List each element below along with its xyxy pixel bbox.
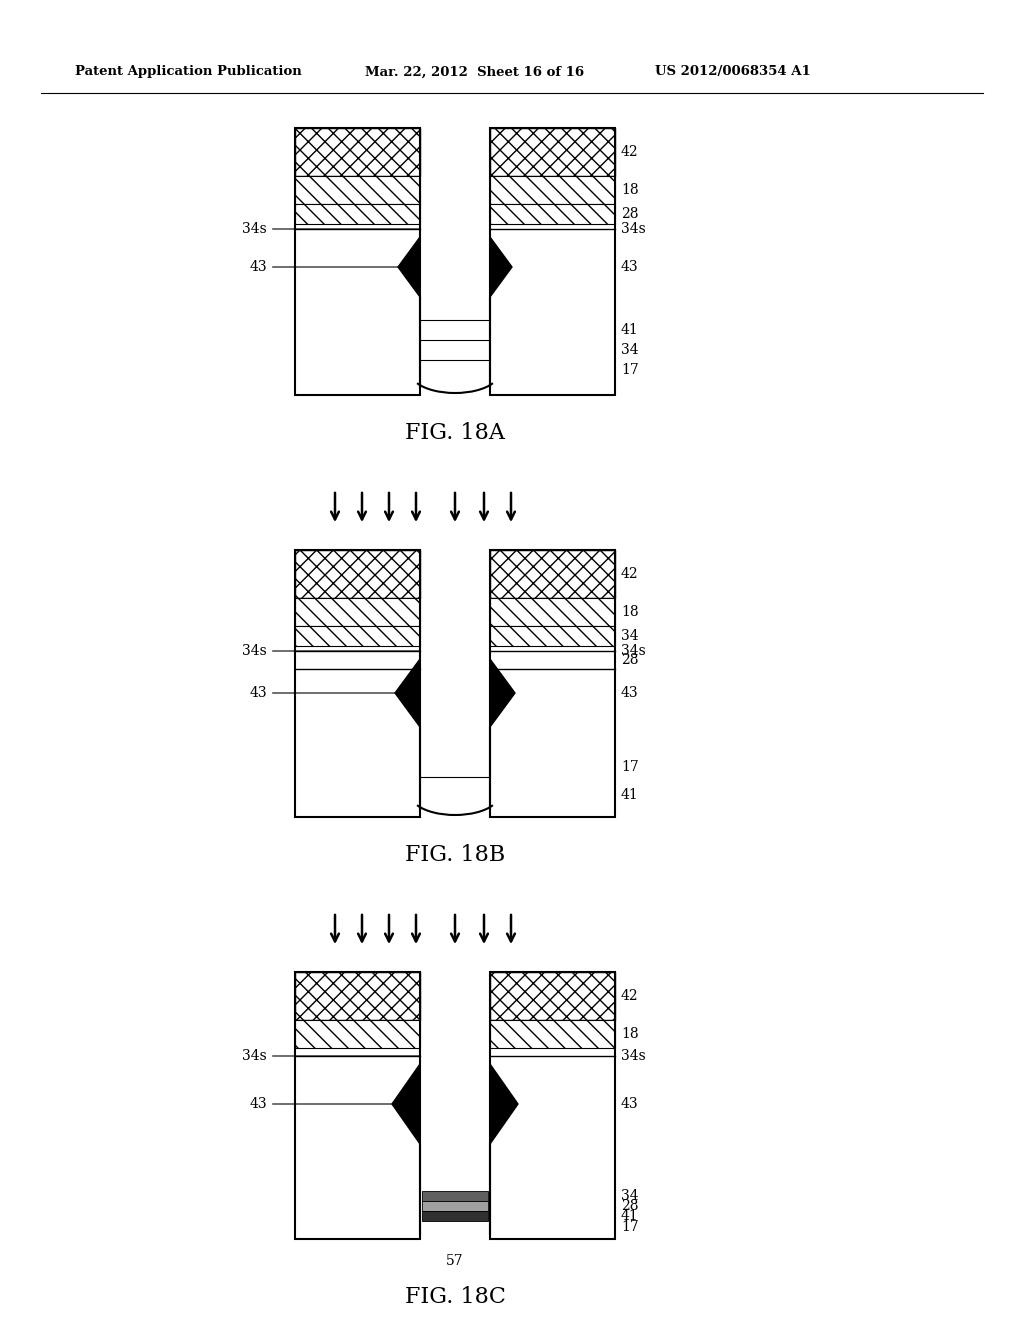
Text: Patent Application Publication: Patent Application Publication bbox=[75, 66, 302, 78]
Text: 17: 17 bbox=[621, 363, 639, 378]
Polygon shape bbox=[395, 659, 420, 727]
Bar bbox=[490, 972, 615, 1239]
Bar bbox=[295, 550, 420, 817]
Text: 43: 43 bbox=[250, 260, 415, 275]
Polygon shape bbox=[490, 238, 512, 297]
Text: 42: 42 bbox=[621, 568, 639, 581]
Bar bbox=[295, 550, 420, 598]
Text: 18: 18 bbox=[621, 183, 639, 197]
Text: 34s: 34s bbox=[243, 644, 419, 657]
Bar bbox=[490, 550, 615, 817]
Text: 41: 41 bbox=[621, 1209, 639, 1224]
Bar bbox=[295, 972, 420, 1020]
Bar bbox=[490, 128, 615, 395]
Bar bbox=[490, 176, 615, 205]
Text: FIG. 18B: FIG. 18B bbox=[404, 843, 505, 866]
Bar bbox=[295, 128, 420, 395]
Bar bbox=[295, 972, 420, 1239]
Text: 18: 18 bbox=[621, 1027, 639, 1041]
Text: 34s: 34s bbox=[243, 222, 419, 236]
Bar bbox=[295, 128, 420, 395]
Polygon shape bbox=[398, 238, 420, 297]
Bar bbox=[295, 598, 420, 626]
Text: 42: 42 bbox=[621, 145, 639, 158]
Bar bbox=[295, 205, 420, 224]
Bar bbox=[422, 1191, 488, 1201]
Bar bbox=[490, 626, 615, 645]
Bar bbox=[295, 128, 420, 176]
Bar bbox=[490, 1020, 615, 1048]
Text: 43: 43 bbox=[621, 260, 639, 275]
Text: US 2012/0068354 A1: US 2012/0068354 A1 bbox=[655, 66, 811, 78]
Bar bbox=[422, 1201, 488, 1210]
Bar bbox=[490, 598, 615, 626]
Text: 34: 34 bbox=[621, 343, 639, 356]
Text: 17: 17 bbox=[621, 1220, 639, 1234]
Polygon shape bbox=[490, 659, 515, 727]
Bar bbox=[490, 972, 615, 1020]
Text: 42: 42 bbox=[621, 989, 639, 1003]
Text: Mar. 22, 2012  Sheet 16 of 16: Mar. 22, 2012 Sheet 16 of 16 bbox=[365, 66, 584, 78]
Bar bbox=[422, 1210, 488, 1221]
Polygon shape bbox=[392, 1064, 420, 1144]
Text: 34s: 34s bbox=[621, 222, 646, 236]
Bar bbox=[295, 972, 420, 1239]
Bar bbox=[490, 128, 615, 395]
Text: 28: 28 bbox=[621, 207, 639, 220]
Text: 34: 34 bbox=[621, 1189, 639, 1203]
Bar bbox=[490, 972, 615, 1239]
Text: 34s: 34s bbox=[243, 1049, 419, 1063]
Bar bbox=[295, 626, 420, 645]
Text: 34s: 34s bbox=[621, 644, 646, 657]
Text: FIG. 18A: FIG. 18A bbox=[406, 422, 505, 444]
Text: FIG. 18C: FIG. 18C bbox=[404, 1286, 506, 1308]
Bar bbox=[295, 176, 420, 205]
Text: 43: 43 bbox=[250, 1097, 415, 1111]
Bar bbox=[490, 205, 615, 224]
Text: 57: 57 bbox=[446, 1254, 464, 1269]
Bar bbox=[490, 550, 615, 817]
Bar bbox=[295, 1020, 420, 1048]
Text: 34s: 34s bbox=[621, 1049, 646, 1063]
Text: 43: 43 bbox=[621, 1097, 639, 1111]
Bar bbox=[490, 550, 615, 598]
Text: 28: 28 bbox=[621, 1199, 639, 1213]
Text: 18: 18 bbox=[621, 605, 639, 619]
Polygon shape bbox=[490, 1064, 518, 1144]
Text: 41: 41 bbox=[621, 323, 639, 337]
Bar bbox=[295, 550, 420, 817]
Text: 34: 34 bbox=[621, 630, 639, 643]
Text: 17: 17 bbox=[621, 760, 639, 774]
Text: 28: 28 bbox=[621, 653, 639, 667]
Bar bbox=[490, 128, 615, 176]
Text: 41: 41 bbox=[621, 788, 639, 803]
Text: 43: 43 bbox=[621, 686, 639, 700]
Text: 43: 43 bbox=[250, 686, 415, 700]
